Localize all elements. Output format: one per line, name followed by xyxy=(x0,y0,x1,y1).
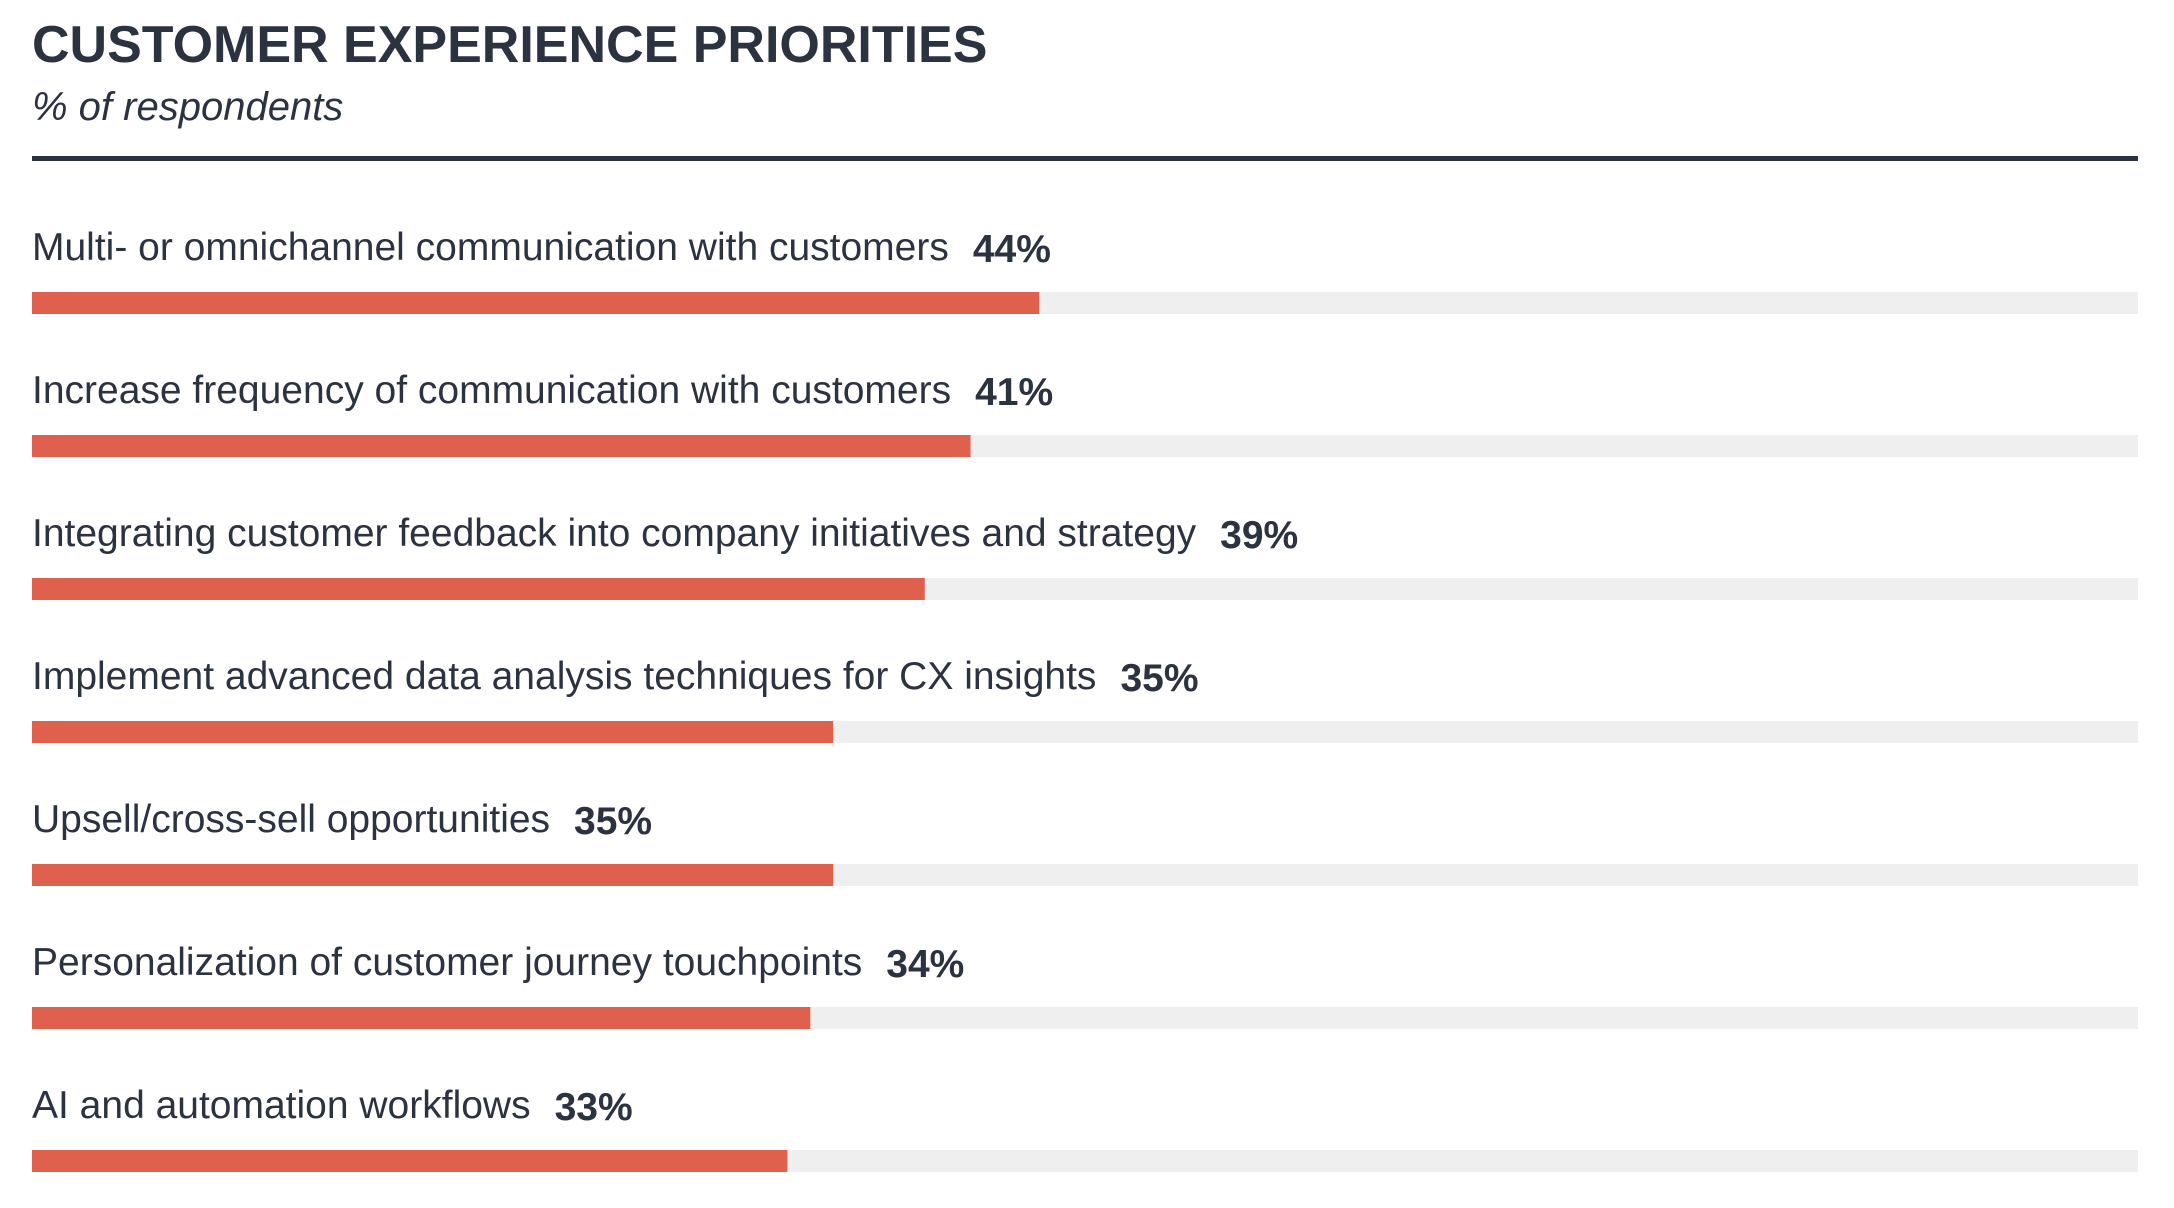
category-label: Increase frequency of communication with… xyxy=(32,369,951,412)
bar xyxy=(32,292,1040,314)
chart-title: CUSTOMER EXPERIENCE PRIORITIES xyxy=(32,16,987,74)
value-label: 35% xyxy=(1120,657,1198,700)
bar xyxy=(32,721,834,743)
bar xyxy=(32,435,971,457)
value-label: 35% xyxy=(574,800,652,843)
chart-subtitle: % of respondents xyxy=(32,85,343,129)
value-label: 33% xyxy=(555,1086,633,1129)
category-label: Integrating customer feedback into compa… xyxy=(32,512,1197,555)
header-rule xyxy=(32,156,2138,161)
bar xyxy=(32,864,834,886)
value-label: 41% xyxy=(975,371,1053,414)
value-label: 44% xyxy=(973,228,1051,271)
value-label: 39% xyxy=(1220,514,1298,557)
value-label: 34% xyxy=(886,943,964,986)
category-label: Implement advanced data analysis techniq… xyxy=(32,655,1096,698)
bar xyxy=(32,578,925,600)
category-label: Personalization of customer journey touc… xyxy=(32,941,862,984)
category-label: Upsell/cross-sell opportunities xyxy=(32,798,550,841)
category-label: AI and automation workflows xyxy=(32,1084,531,1127)
category-label: Multi- or omnichannel communication with… xyxy=(32,226,949,269)
bar xyxy=(32,1007,811,1029)
bar xyxy=(32,1150,788,1172)
